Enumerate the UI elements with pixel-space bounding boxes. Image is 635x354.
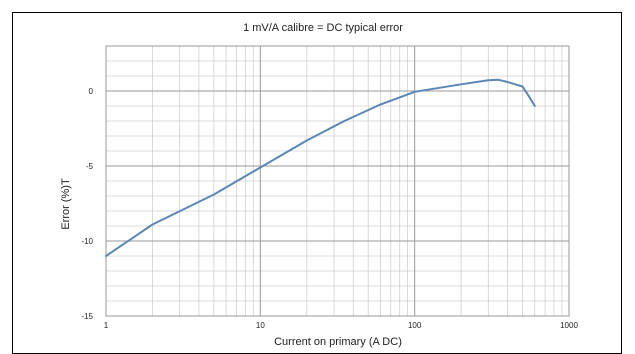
y-tick-label: -15 — [81, 312, 93, 321]
x-tick-label: 1 — [104, 321, 109, 330]
x-axis-title: Current on primary (A DC) — [274, 336, 402, 348]
y-tick-label: -5 — [86, 162, 94, 171]
y-axis-title: Error (%)T — [60, 178, 72, 230]
y-tick-label: -10 — [81, 237, 93, 246]
x-tick-label: 100 — [408, 321, 422, 330]
y-tick-label: 0 — [89, 87, 94, 96]
chart-title: 1 mV/A calibre = DC typical error — [243, 22, 403, 34]
x-tick-label: 1000 — [560, 321, 578, 330]
x-tick-label: 10 — [256, 321, 265, 330]
chart-frame — [13, 13, 622, 354]
